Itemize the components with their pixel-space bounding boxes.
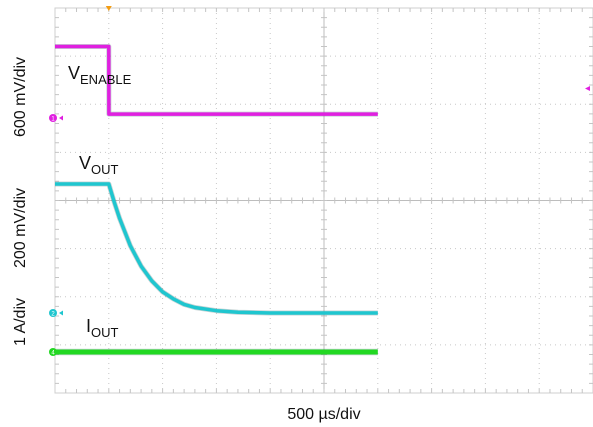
svg-text:4: 4: [51, 351, 55, 357]
trace-vout: [55, 182, 378, 315]
vout-scale-label: 200 mV/div: [12, 188, 29, 268]
traces: [55, 44, 378, 356]
trigger-level-marker: [585, 86, 590, 91]
iout-label: IOUT: [86, 316, 119, 340]
svg-text:1: 1: [51, 117, 55, 123]
trace-venable: [55, 44, 378, 116]
x-axis-label: 500 µs/div: [287, 406, 360, 423]
svg-text:2: 2: [51, 312, 55, 318]
channel-marker-2: 2: [49, 309, 63, 318]
vout-label: VOUT: [79, 153, 119, 177]
iout-scale-label: 1 A/div: [12, 298, 29, 346]
venable-scale-label: 600 mV/div: [12, 57, 29, 137]
channel-marker-4: 4: [49, 348, 63, 357]
channel-markers: 1 2 4: [49, 6, 590, 357]
grid: [55, 8, 593, 393]
venable-label: VENABLE: [68, 63, 132, 87]
trigger-position-marker: [105, 6, 112, 11]
channel-marker-1: 1: [49, 114, 63, 123]
